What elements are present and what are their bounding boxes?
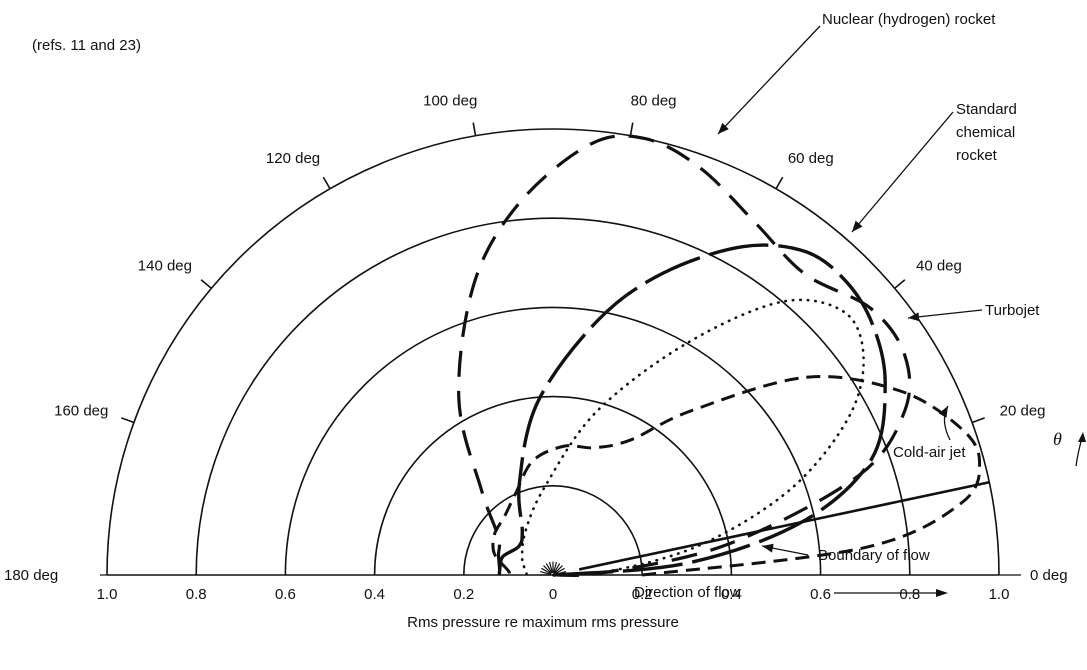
ring-0-4 bbox=[373, 395, 733, 576]
arrow-nuclear-hydrogen-rocket bbox=[717, 25, 821, 135]
theta-symbol: θ bbox=[1053, 429, 1062, 449]
label-boundary-of-flow: Boundary of flow bbox=[818, 547, 930, 564]
label-turbojet: Turbojet bbox=[985, 302, 1040, 319]
angle-tick-label: 20 deg bbox=[1000, 402, 1046, 419]
series-cold-air-jet bbox=[491, 375, 982, 577]
radial-tick-label: 0.2 bbox=[632, 586, 653, 603]
radial-tick-label: 0 bbox=[549, 586, 557, 603]
radial-tick-label: 0.4 bbox=[364, 586, 385, 603]
angle-tick-80: 80 deg bbox=[629, 93, 677, 136]
x-axis-label: Rms pressure re maximum rms pressure bbox=[407, 614, 679, 631]
radial-tick-labels: 1.0 0.8 0.6 0.4 0.2 0 0.2 0.4 0.6 0.8 1.0 bbox=[97, 586, 1010, 603]
series-layer bbox=[457, 134, 990, 577]
angle-tick-label: 140 deg bbox=[138, 257, 192, 274]
arrow-boundary-of-flow bbox=[761, 543, 809, 556]
annotations: Nuclear (hydrogen) rocket Standard chemica… bbox=[717, 11, 1040, 564]
label-cold-air-jet: Cold-air jet bbox=[893, 444, 966, 461]
radial-tick-label: 0.6 bbox=[275, 586, 296, 603]
angle-tick-0: 0 deg bbox=[1030, 567, 1068, 584]
angle-tick-label: 160 deg bbox=[54, 402, 108, 419]
radial-tick-label: 1.0 bbox=[989, 586, 1010, 603]
radial-tick-label: 0.2 bbox=[453, 586, 474, 603]
angle-tick-140: 140 deg bbox=[138, 257, 212, 289]
radial-tick-label: 0.8 bbox=[186, 586, 207, 603]
label-nuclear-hydrogen-rocket: Nuclear (hydrogen) rocket bbox=[822, 11, 996, 28]
theta-direction-arrow bbox=[1075, 437, 1083, 467]
radial-tick-label: 0.6 bbox=[810, 586, 831, 603]
radial-tick-label: 0.4 bbox=[721, 586, 742, 603]
angle-tick-label: 80 deg bbox=[631, 93, 677, 110]
angle-tick-20: 20 deg bbox=[971, 402, 1046, 424]
angle-tick-180: 180 deg bbox=[4, 567, 58, 584]
angle-tick-120: 120 deg bbox=[266, 150, 331, 190]
ring-1 bbox=[106, 128, 1000, 576]
series-nuclear-hydrogen-rocket bbox=[457, 134, 912, 577]
source-burst bbox=[539, 561, 567, 576]
ring-0-8 bbox=[195, 217, 911, 576]
angle-tick-label: 120 deg bbox=[266, 150, 320, 167]
boundary-of-flow-line bbox=[578, 480, 990, 571]
angle-ticks: 0 deg 20 deg 40 deg 60 deg 80 deg 100 deg 120 … bbox=[4, 93, 1068, 584]
series-turbojet bbox=[520, 298, 865, 577]
angle-tick-160: 160 deg bbox=[54, 402, 135, 424]
angle-tick-label: 180 deg bbox=[4, 567, 58, 584]
angle-tick-label: 60 deg bbox=[788, 150, 834, 167]
label-standard-chemical-rocket: Standard chemical rocket bbox=[956, 101, 1017, 164]
ring-0-6 bbox=[284, 306, 822, 576]
angle-tick-label: 0 deg bbox=[1030, 567, 1068, 584]
angle-tick-100: 100 deg bbox=[423, 93, 477, 136]
reference-note: (refs. 11 and 23) bbox=[32, 37, 141, 54]
flow-direction-label: Direction of flow bbox=[634, 584, 741, 601]
flow-direction-arrow bbox=[834, 589, 948, 597]
radial-rings bbox=[106, 128, 1000, 576]
angle-tick-40: 40 deg bbox=[894, 257, 962, 289]
angle-tick-label: 40 deg bbox=[916, 257, 962, 274]
arrow-turbojet bbox=[907, 309, 983, 322]
angle-tick-label: 100 deg bbox=[423, 93, 477, 110]
radial-tick-label: 0.8 bbox=[899, 586, 920, 603]
arrow-cold-air-jet bbox=[938, 405, 951, 441]
ring-0-2 bbox=[463, 485, 643, 576]
radial-tick-label: 1.0 bbox=[97, 586, 118, 603]
angle-tick-60: 60 deg bbox=[775, 150, 834, 190]
arrow-standard-chemical-rocket bbox=[851, 111, 954, 233]
series-standard-chemical-rocket bbox=[497, 243, 887, 577]
theta-arrowhead bbox=[1078, 432, 1086, 442]
